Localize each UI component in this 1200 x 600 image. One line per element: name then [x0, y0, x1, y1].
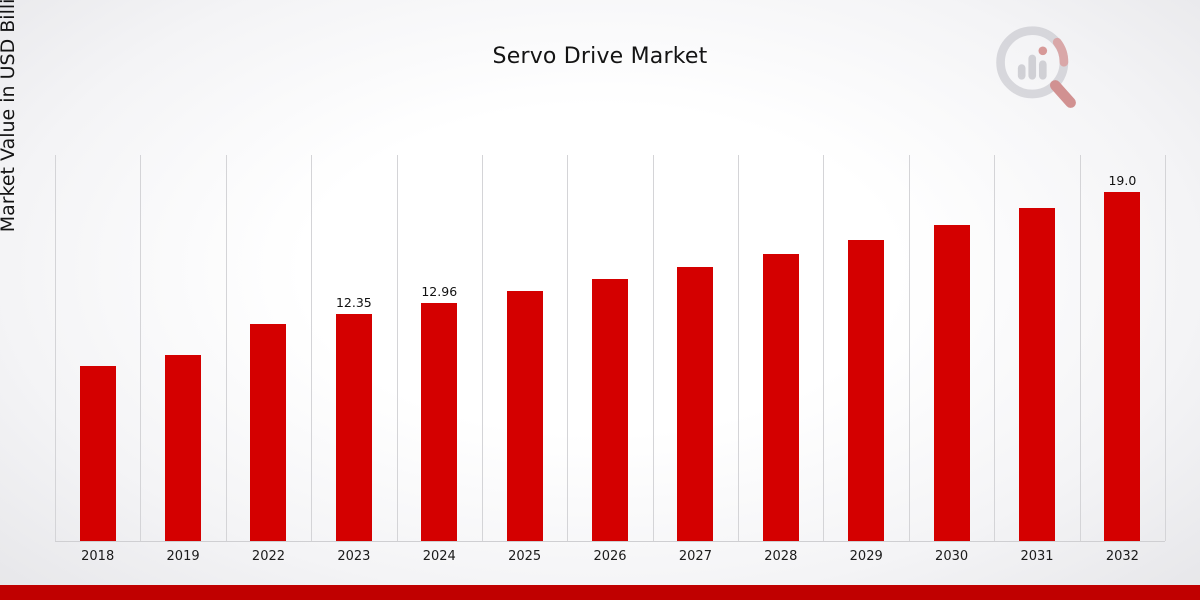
vertical-gridline [481, 155, 483, 541]
vertical-gridline [652, 155, 654, 541]
x-axis-tick-label: 2025 [508, 549, 542, 564]
vertical-gridline [567, 155, 569, 541]
bar-chart-magnifier-logo [996, 26, 1076, 108]
bar-cell: 19.0 [1080, 155, 1165, 541]
vertical-gridline [994, 155, 996, 541]
bar-cell [140, 155, 225, 541]
bar-cell: 12.96 [397, 155, 482, 541]
plot-area: 12.35 12.96 19.0 [55, 155, 1166, 542]
bar-cell [738, 155, 823, 541]
vertical-gridline [908, 155, 910, 541]
x-axis-tick-label: 2028 [764, 549, 798, 564]
x-axis-tick-label: 2029 [849, 549, 883, 564]
x-axis-tick-label: 2023 [337, 549, 371, 564]
bar [421, 302, 458, 541]
vertical-gridline [396, 155, 398, 541]
bar-cell [653, 155, 738, 541]
x-axis-tick-label: 2018 [81, 549, 115, 564]
bar-cell [994, 155, 1079, 541]
bar [592, 279, 629, 541]
vertical-gridline [225, 155, 227, 541]
x-axis-tick-label: 2032 [1105, 549, 1139, 564]
x-axis-tick-label: 2031 [1020, 549, 1054, 564]
x-axis-tick-label: 2022 [251, 549, 286, 564]
bar [933, 224, 970, 541]
x-axis-tick-label: 2027 [678, 549, 712, 564]
x-axis-tick-row: 2018 2019 2022 2023 2024 2025 2026 2027 2028 2029… [55, 549, 1165, 569]
vertical-gridline [738, 155, 740, 541]
bar-cell [482, 155, 567, 541]
bar-cell [909, 155, 994, 541]
bar-value-label: 12.35 [335, 295, 372, 310]
bar [677, 267, 714, 541]
x-axis-tick-label: 2019 [166, 549, 200, 564]
bar-cell [824, 155, 909, 541]
bar-cell [567, 155, 652, 541]
y-axis-label: Market Value in USD Billion [0, 0, 19, 233]
bar-value-label: 19.0 [1108, 172, 1137, 188]
bar-cell: 12.35 [311, 155, 396, 541]
footer-accent-strip [0, 585, 1200, 600]
vertical-gridline [823, 155, 825, 541]
bar-value-label: 12.96 [421, 283, 458, 299]
x-axis-tick-label: 2026 [593, 549, 627, 564]
x-axis-tick-label: 2030 [935, 549, 969, 564]
bar [1104, 191, 1141, 541]
chart-title: Servo Drive Market [492, 44, 708, 69]
bar-cell [55, 155, 140, 541]
bar [1018, 208, 1055, 541]
x-axis-tick-label: 2024 [422, 549, 456, 564]
bar [79, 366, 116, 541]
bar [250, 324, 287, 541]
vertical-gridline [140, 155, 142, 541]
bar [335, 314, 372, 541]
bar [848, 239, 885, 541]
bar-cell [226, 155, 311, 541]
bar [506, 291, 543, 541]
vertical-gridline [311, 155, 313, 541]
vertical-gridline [1165, 155, 1166, 541]
vertical-gridline [55, 155, 56, 541]
vertical-gridline [1079, 155, 1081, 541]
bar [762, 254, 799, 541]
bar [165, 355, 202, 541]
